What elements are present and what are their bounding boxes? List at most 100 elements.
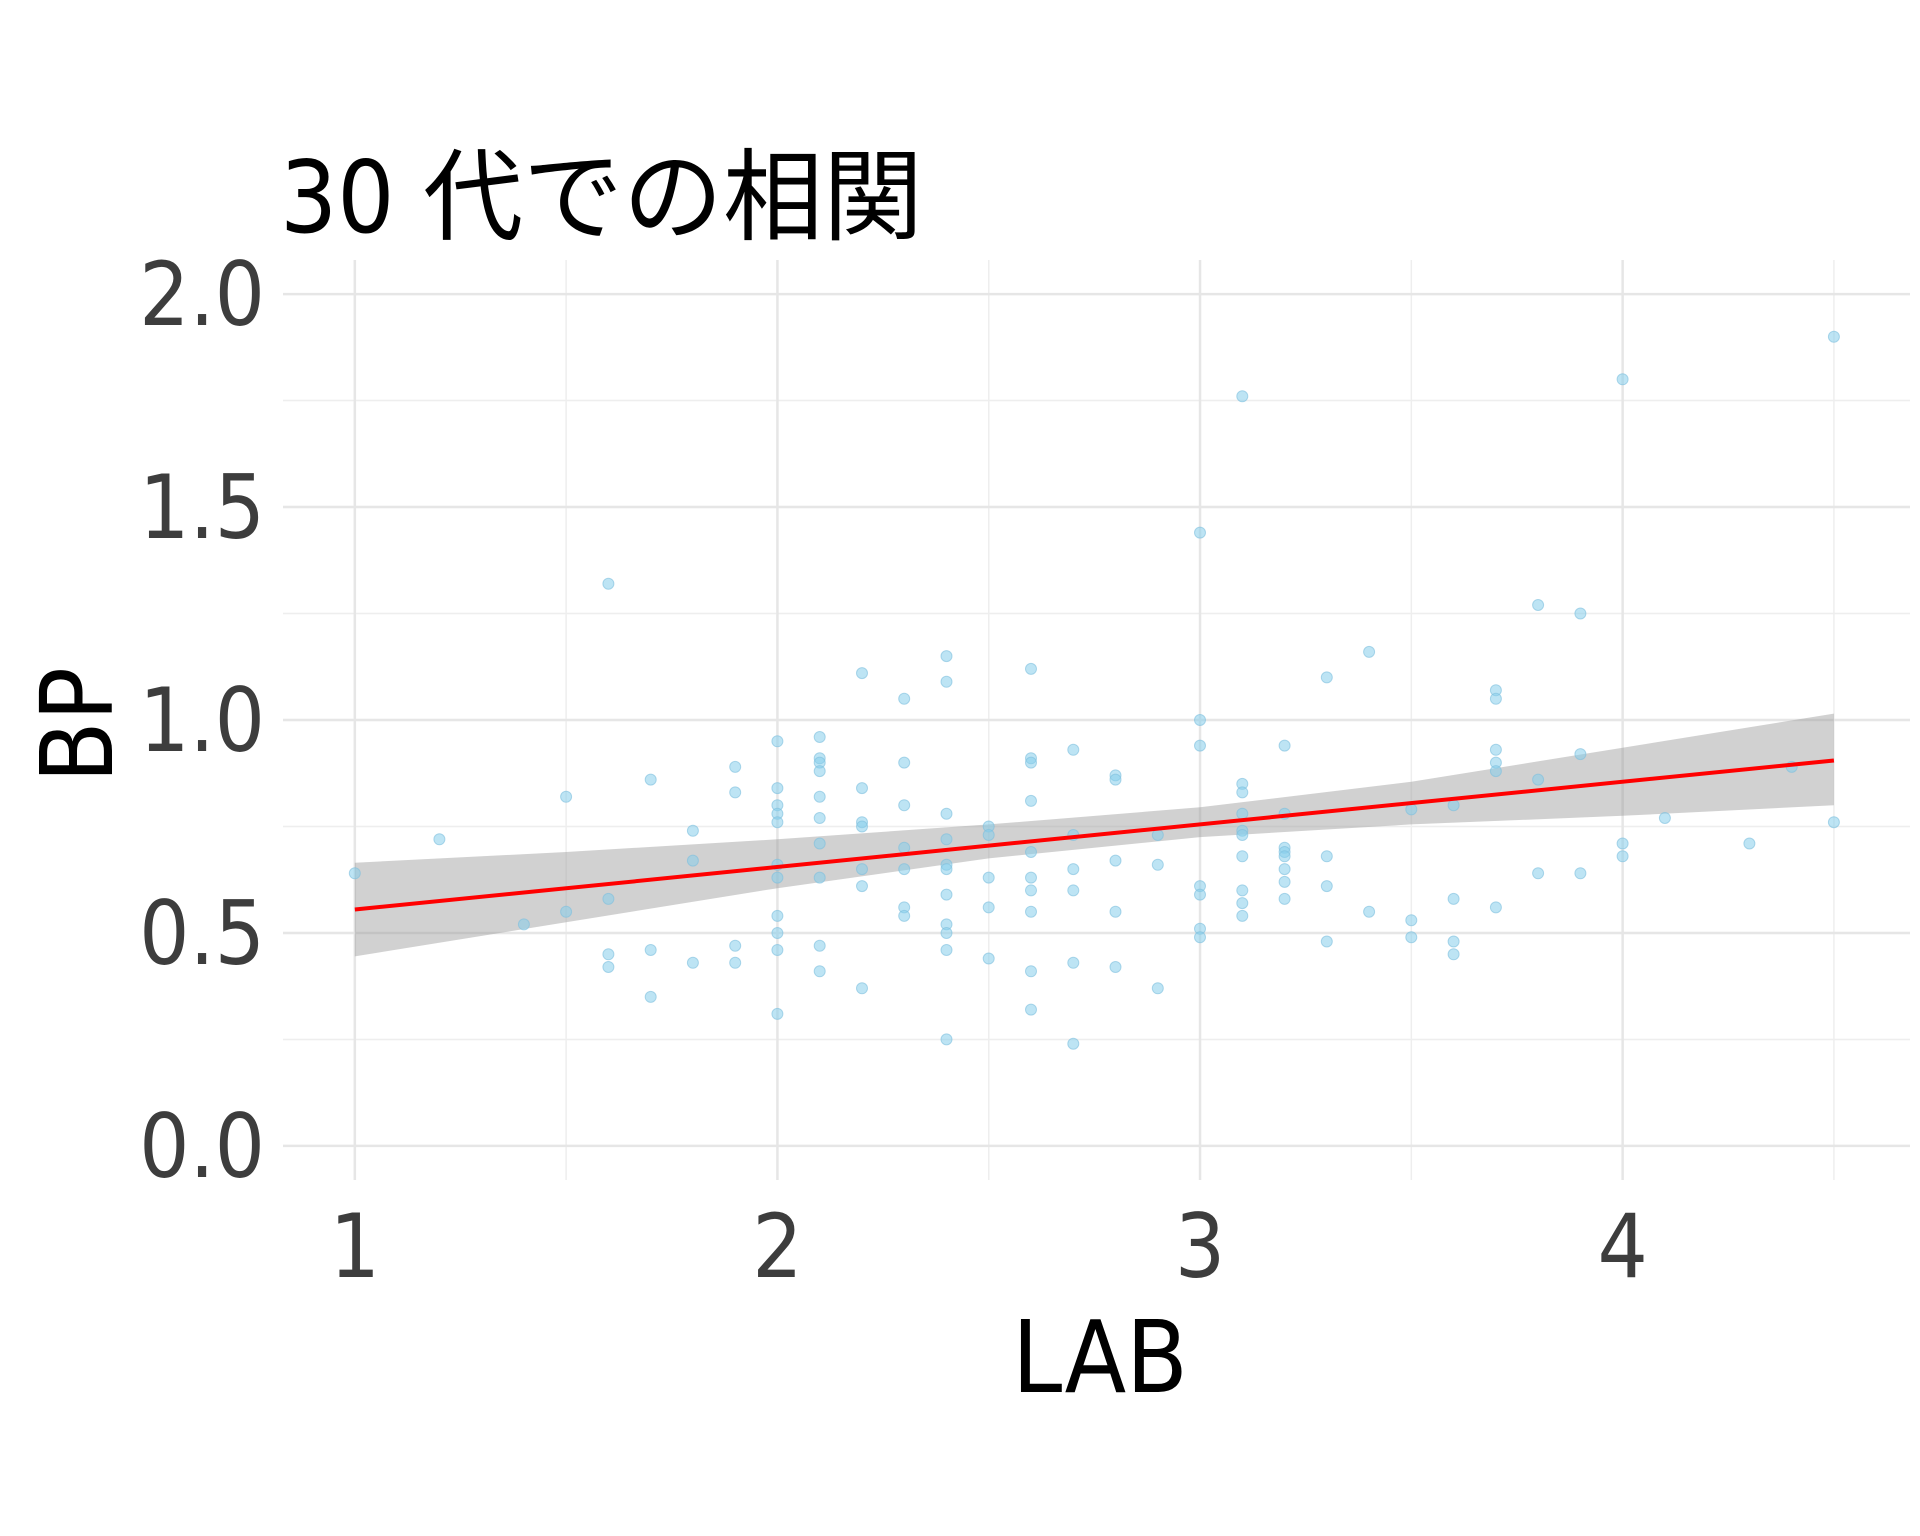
scatter-point	[602, 961, 615, 973]
scatter-point	[602, 948, 615, 961]
scatter-point	[1827, 816, 1840, 829]
scatter-point	[1025, 662, 1037, 675]
scatter-point	[1025, 884, 1037, 897]
scatter-point	[1616, 837, 1629, 850]
scatter-point	[1194, 931, 1206, 944]
scatter-point	[813, 871, 826, 884]
scatter-point	[1067, 884, 1080, 897]
scatter-point	[1067, 1037, 1080, 1050]
scatter-point	[1489, 692, 1502, 705]
scatter-point	[1194, 714, 1206, 726]
scatter-point	[771, 927, 784, 939]
scatter-point	[1320, 671, 1333, 684]
scatter-point	[1236, 786, 1249, 799]
scatter-point	[1447, 799, 1460, 812]
regression-line	[354, 758, 1835, 912]
scatter-point	[1151, 982, 1164, 995]
scatter-point	[898, 799, 911, 812]
scatter-point	[1827, 330, 1840, 343]
scatter-point	[940, 675, 953, 688]
scatter-point	[771, 735, 784, 748]
scatter-point	[771, 816, 784, 829]
scatter-point	[940, 807, 953, 820]
scatter-point	[1405, 931, 1418, 944]
scatter-point	[1025, 846, 1037, 858]
scatter-point	[1109, 905, 1122, 918]
scatter-point	[982, 901, 995, 914]
scatter-point	[1743, 837, 1756, 850]
scatter-point	[560, 905, 573, 918]
scatter-point	[898, 909, 911, 922]
scatter-point	[1025, 905, 1037, 918]
scatter-point	[813, 731, 826, 743]
scatter-point	[1447, 935, 1460, 948]
scatter-point	[1363, 645, 1376, 658]
scatter-point	[771, 871, 784, 884]
fit-line-layer	[354, 758, 1835, 912]
scatter-point	[729, 760, 742, 773]
scatter-point	[433, 833, 446, 846]
x-axis-tick-labels: 1 2 3 4	[330, 1195, 1648, 1298]
scatter-point	[1532, 867, 1545, 880]
scatter-point	[982, 952, 995, 965]
y-tick-label: 2.0	[139, 243, 265, 346]
scatter-point	[1025, 1003, 1037, 1016]
scatter-point	[1320, 935, 1333, 948]
scatter-point	[1447, 892, 1460, 905]
scatter-point	[1532, 773, 1545, 786]
scatter-point	[813, 790, 826, 803]
scatter-point	[1278, 875, 1291, 888]
y-axis-title: BP	[19, 667, 136, 783]
x-axis-title: LAB	[1012, 1299, 1188, 1416]
scatter-point	[940, 888, 953, 901]
scatter-point	[1489, 743, 1502, 756]
scatter-point	[856, 782, 868, 795]
scatter-point	[1109, 773, 1122, 786]
scatter-point	[1109, 854, 1122, 867]
scatter-point	[813, 837, 826, 850]
y-axis-tick-labels: 0.0 0.5 1.0 1.5 2.0	[139, 243, 265, 1198]
scatter-point	[1194, 888, 1206, 901]
scatter-point	[940, 650, 953, 663]
scatter-point	[644, 990, 657, 1003]
scatter-point	[348, 867, 361, 880]
y-tick-label: 1.0	[139, 669, 265, 772]
scatter-point	[1278, 850, 1291, 863]
scatter-point	[1236, 829, 1249, 841]
scatter-point	[940, 944, 953, 956]
scatter-point	[1236, 884, 1249, 897]
scatter-point	[560, 790, 573, 803]
scatter-point	[898, 841, 911, 854]
chart-title: 30 代での相関	[280, 139, 923, 256]
scatter-point	[602, 577, 615, 590]
scatter-point	[1278, 863, 1291, 876]
scatter-point	[982, 871, 995, 884]
scatter-point	[1025, 794, 1037, 807]
scatter-point	[686, 824, 699, 837]
y-tick-label: 1.5	[139, 456, 265, 559]
scatter-point	[1067, 863, 1080, 876]
scatter-points-layer	[348, 330, 1840, 1050]
scatter-point	[856, 982, 868, 995]
scatter-point	[856, 667, 868, 680]
scatter-point	[1236, 897, 1249, 910]
scatter-point	[813, 812, 826, 824]
scatter-point	[1616, 373, 1629, 386]
scatter-point	[729, 956, 742, 969]
scatter-point	[856, 820, 868, 833]
scatter-point	[1658, 812, 1671, 824]
scatter-point	[1109, 961, 1122, 973]
scatter-point	[602, 892, 615, 905]
scatter-point	[1447, 948, 1460, 961]
scatter-point	[1320, 880, 1333, 893]
gridlines	[283, 260, 1910, 1180]
scatter-point	[898, 692, 911, 705]
scatter-point	[1236, 909, 1249, 922]
scatter-point	[1025, 871, 1037, 884]
scatter-point	[1067, 743, 1080, 756]
scatter-point	[1278, 892, 1291, 905]
scatter-point	[898, 863, 911, 876]
scatter-point	[1236, 807, 1249, 820]
scatter-point	[644, 944, 657, 956]
scatter-point	[813, 765, 826, 778]
